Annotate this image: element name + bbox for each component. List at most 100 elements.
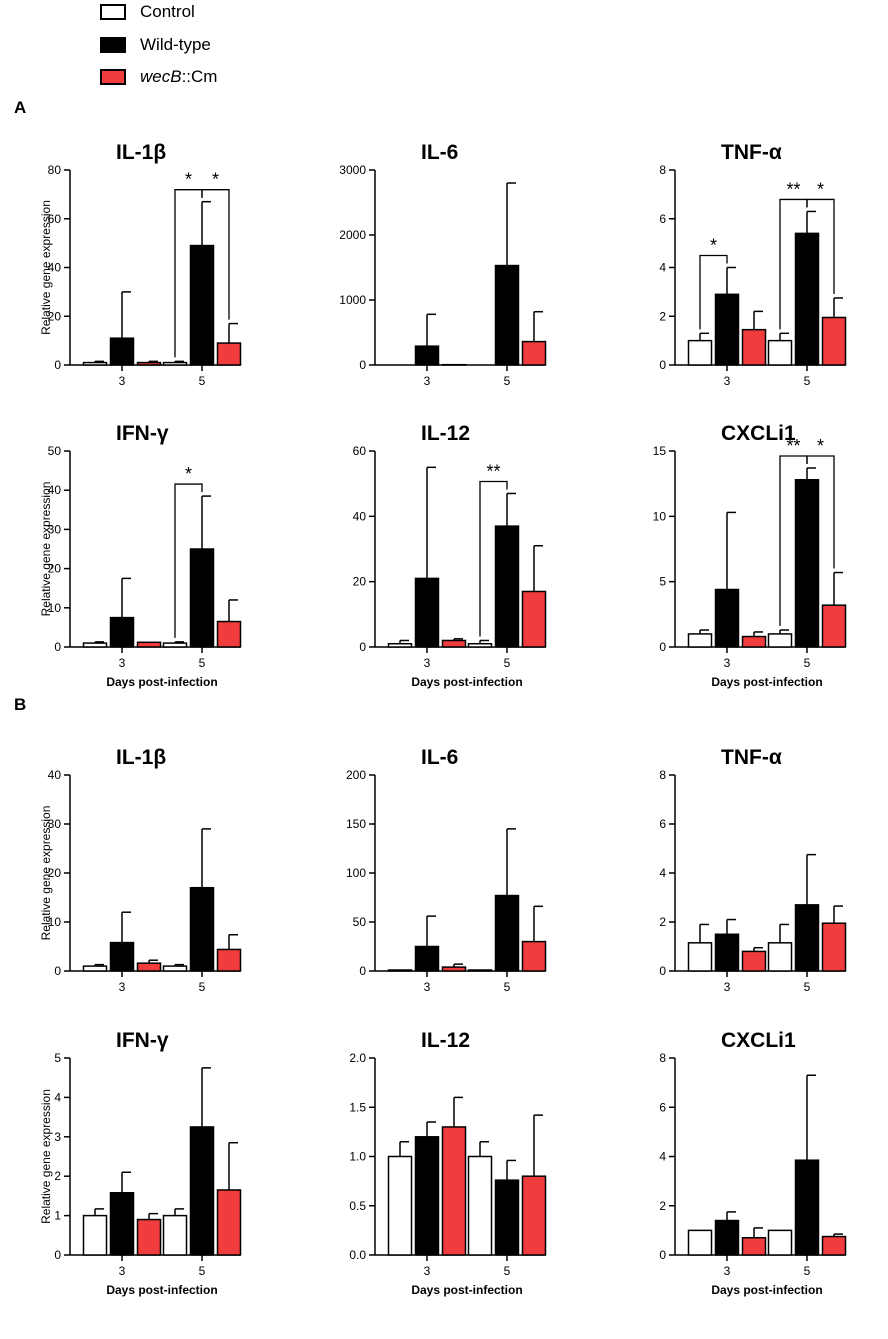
c11-y-tick-label: 1.0 (349, 1150, 366, 1164)
c12-x-tick-label: 3 (724, 1264, 731, 1278)
c8-bar-wild-type (494, 894, 520, 972)
c10-y-tick-label: 5 (54, 1051, 61, 1065)
c11-y-tick-label: 2.0 (349, 1051, 366, 1065)
c12-bar-control (767, 1229, 793, 1256)
c6-y-tick-label: 0 (659, 640, 666, 654)
c12-bar-wecb-cm (821, 1235, 847, 1256)
legend-swatch-wild-type (100, 37, 126, 53)
c7-x-tick-label: 3 (119, 980, 126, 994)
c4-x-tick-label: 5 (199, 656, 206, 670)
c9-x-tick-label: 3 (724, 980, 731, 994)
c10-y-tick-label: 3 (54, 1130, 61, 1144)
c11-bar-control (387, 1155, 413, 1256)
c4-bar-wild-type (189, 548, 215, 648)
c3-title: TNF-α (721, 141, 782, 164)
c12-bar-wild-type (794, 1159, 820, 1256)
c6-significance-bracket (806, 455, 835, 569)
c3-significance-bracket (806, 198, 835, 294)
legend-label-wecb-cm: wecB::Cm (140, 67, 217, 87)
c5-title: IL-12 (421, 422, 470, 445)
c11-y-tick-label: 1.5 (349, 1100, 366, 1114)
c9-y-tick-label: 2 (659, 915, 666, 929)
c7-y-tick-label: 0 (54, 964, 61, 978)
c12-y-tick-label: 0 (659, 1248, 666, 1262)
c5-y-tick-label: 0 (359, 640, 366, 654)
legend-label-control: Control (140, 2, 195, 21)
c4-y-tick-label: 20 (48, 562, 62, 576)
c6-y-tick-label: 15 (653, 444, 667, 458)
c1-y-tick-label: 80 (48, 163, 62, 177)
legend-label-wild-type: Wild-type (140, 35, 211, 54)
c8-bar-wecb-cm (441, 966, 467, 972)
c3-significance-label: ** (786, 179, 800, 199)
c1-significance-label: * (212, 170, 219, 190)
legend-swatch-wecb-cm (100, 69, 126, 85)
c3-y-tick-label: 2 (659, 309, 666, 323)
c4-y-tick-label: 30 (48, 522, 62, 536)
c5-bar-control (387, 642, 413, 648)
c8-x-tick-label: 3 (424, 980, 431, 994)
c2-bar-wild-type (494, 264, 520, 366)
c6-bar-wild-type (794, 478, 820, 648)
c10-y-axis-label: Relative gene expression (39, 1089, 53, 1224)
c8-y-tick-label: 100 (346, 866, 366, 880)
c8-y-tick-label: 50 (353, 915, 367, 929)
c9-bar-wild-type (714, 933, 740, 972)
c7-y-axis-label: Relative gene expression (39, 806, 53, 941)
c9-y-tick-label: 6 (659, 817, 666, 831)
c3-significance-label: * (710, 236, 717, 256)
c10-y-tick-label: 1 (54, 1209, 61, 1223)
c7-bar-wecb-cm (136, 962, 162, 972)
c6-bar-control (767, 633, 793, 648)
c1-y-tick-label: 20 (48, 309, 62, 323)
c9-bar-control (767, 942, 793, 972)
c5-bar-wild-type (414, 577, 440, 648)
c12-x-tick-label: 5 (804, 1264, 811, 1278)
c3-bar-wild-type (714, 293, 740, 366)
c2-bar-wecb-cm (521, 340, 547, 366)
c6-title: CXCLi1 (721, 422, 796, 445)
c4-x-axis-label: Days post-infection (106, 675, 217, 689)
c5-significance-label: ** (486, 461, 500, 481)
c6-bar-wild-type (714, 588, 740, 648)
c12-y-tick-label: 4 (659, 1150, 666, 1164)
c7-y-tick-label: 40 (48, 768, 62, 782)
c8-bar-control (387, 969, 413, 972)
c9-y-tick-label: 4 (659, 866, 666, 880)
c4-bar-wecb-cm (136, 641, 162, 648)
c11-bar-wild-type (414, 1136, 440, 1256)
c4-title: IFN-γ (116, 422, 169, 445)
c11-x-tick-label: 3 (424, 1264, 431, 1278)
c12-bar-control (687, 1229, 713, 1256)
c12-x-axis-label: Days post-infection (711, 1283, 822, 1297)
c1-y-tick-label: 40 (48, 261, 62, 275)
c11-bar-wild-type (494, 1179, 520, 1256)
c6-y-tick-label: 5 (659, 575, 666, 589)
c11-y-tick-label: 0.0 (349, 1248, 366, 1262)
c10-bar-wild-type (189, 1126, 215, 1256)
c4-y-tick-label: 50 (48, 444, 62, 458)
c2-y-tick-label: 1000 (339, 293, 366, 307)
c3-bar-wecb-cm (741, 328, 767, 366)
c5-significance-bracket (479, 480, 508, 637)
c10-bar-control (82, 1214, 108, 1256)
c7-y-tick-label: 10 (48, 915, 62, 929)
c1-x-tick-label: 5 (199, 374, 206, 388)
c4-y-tick-label: 0 (54, 640, 61, 654)
c9-y-tick-label: 0 (659, 964, 666, 978)
c11-title: IL-12 (421, 1029, 470, 1052)
c6-bar-wecb-cm (741, 635, 767, 648)
legend-swatch-control (100, 4, 126, 20)
c3-bar-control (767, 339, 793, 366)
c11-bar-control (467, 1155, 493, 1256)
c8-y-tick-label: 200 (346, 768, 366, 782)
c8-title: IL-6 (421, 746, 458, 769)
c3-bar-wecb-cm (821, 316, 847, 366)
c2-x-tick-label: 3 (424, 374, 431, 388)
c4-x-tick-label: 3 (119, 656, 126, 670)
c9-x-tick-label: 5 (804, 980, 811, 994)
c3-y-tick-label: 6 (659, 212, 666, 226)
c6-bar-wecb-cm (821, 604, 847, 648)
c4-bar-control (162, 642, 188, 648)
